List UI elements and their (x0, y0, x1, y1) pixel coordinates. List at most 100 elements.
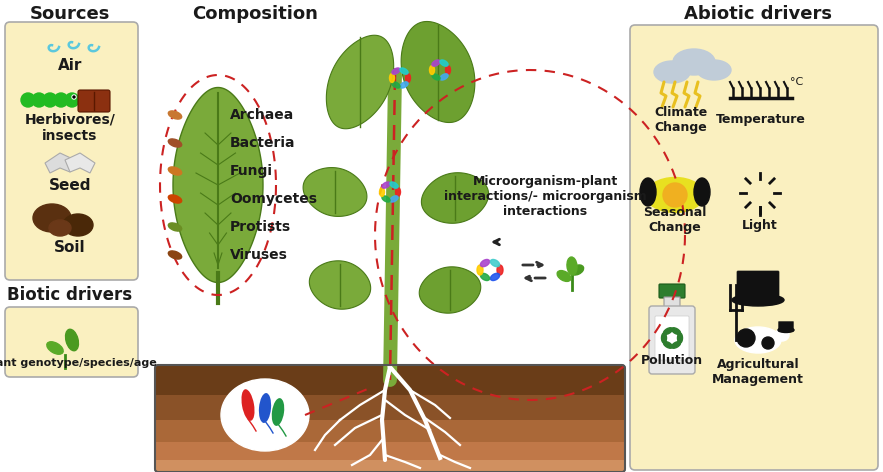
FancyBboxPatch shape (649, 306, 695, 374)
Ellipse shape (392, 68, 400, 74)
Ellipse shape (477, 265, 483, 275)
FancyBboxPatch shape (737, 271, 779, 301)
Text: Soil: Soil (54, 241, 86, 255)
Text: Temperature: Temperature (716, 113, 806, 126)
Polygon shape (309, 261, 371, 309)
Ellipse shape (697, 60, 731, 80)
Ellipse shape (382, 182, 390, 188)
Ellipse shape (570, 265, 584, 275)
Text: Pollution: Pollution (641, 354, 703, 366)
Text: Light: Light (742, 219, 778, 231)
Text: Climate
Change: Climate Change (654, 106, 707, 134)
Ellipse shape (663, 328, 673, 334)
FancyBboxPatch shape (5, 307, 138, 377)
Ellipse shape (400, 68, 408, 74)
Circle shape (663, 183, 687, 207)
FancyBboxPatch shape (779, 321, 794, 331)
Ellipse shape (663, 342, 673, 348)
Ellipse shape (389, 74, 395, 83)
Text: Seasonal
Change: Seasonal Change (644, 206, 706, 234)
Ellipse shape (732, 294, 784, 306)
Ellipse shape (490, 260, 500, 267)
Ellipse shape (221, 379, 309, 451)
Ellipse shape (169, 251, 182, 259)
Text: Herbivores/
insects: Herbivores/ insects (25, 113, 116, 143)
Circle shape (65, 93, 79, 107)
Ellipse shape (677, 333, 683, 343)
Bar (155, 395, 625, 420)
Polygon shape (45, 153, 75, 173)
Circle shape (21, 93, 35, 107)
Text: Air: Air (57, 58, 82, 73)
Ellipse shape (567, 257, 577, 275)
Ellipse shape (762, 337, 774, 349)
Ellipse shape (169, 195, 182, 203)
Ellipse shape (272, 398, 284, 426)
Ellipse shape (490, 273, 500, 280)
Ellipse shape (440, 74, 448, 80)
Ellipse shape (429, 66, 434, 75)
Bar (155, 460, 625, 472)
Text: Biotic drivers: Biotic drivers (7, 286, 132, 304)
Ellipse shape (169, 111, 182, 119)
Polygon shape (327, 35, 394, 129)
Polygon shape (303, 168, 367, 217)
Polygon shape (421, 173, 488, 223)
Bar (155, 420, 625, 442)
Text: Protists: Protists (230, 220, 291, 234)
Polygon shape (173, 87, 263, 283)
Ellipse shape (169, 223, 182, 231)
Text: Seed: Seed (49, 177, 91, 193)
Ellipse shape (432, 60, 440, 66)
Ellipse shape (557, 270, 571, 281)
Circle shape (43, 93, 57, 107)
Ellipse shape (640, 178, 656, 206)
Ellipse shape (661, 333, 667, 343)
Ellipse shape (49, 220, 71, 236)
Ellipse shape (735, 327, 781, 353)
Ellipse shape (380, 187, 384, 196)
Text: Bacteria: Bacteria (230, 136, 296, 150)
Ellipse shape (673, 49, 715, 75)
Ellipse shape (480, 273, 489, 280)
Bar (155, 442, 625, 460)
Ellipse shape (396, 187, 401, 196)
FancyBboxPatch shape (630, 25, 878, 470)
Text: Oomycetes: Oomycetes (230, 192, 317, 206)
FancyBboxPatch shape (664, 297, 680, 309)
Polygon shape (401, 22, 475, 123)
Ellipse shape (497, 265, 503, 275)
Text: Sources: Sources (30, 5, 110, 23)
FancyBboxPatch shape (659, 284, 685, 298)
Circle shape (54, 93, 68, 107)
Ellipse shape (169, 167, 182, 175)
Polygon shape (419, 267, 480, 313)
Ellipse shape (654, 61, 690, 83)
Ellipse shape (775, 329, 789, 341)
Ellipse shape (382, 196, 390, 202)
Ellipse shape (63, 214, 93, 236)
FancyBboxPatch shape (78, 90, 110, 112)
Text: Composition: Composition (192, 5, 318, 23)
Ellipse shape (405, 74, 411, 83)
Text: Viruses: Viruses (230, 248, 288, 262)
Ellipse shape (169, 139, 182, 147)
Ellipse shape (47, 342, 64, 354)
Ellipse shape (241, 389, 254, 421)
Text: Agricultural
Management: Agricultural Management (712, 358, 804, 386)
Ellipse shape (671, 342, 681, 348)
Text: Microorganism-plant
interactions/- microorganism
interactions: Microorganism-plant interactions/- micro… (443, 175, 646, 218)
Ellipse shape (446, 66, 450, 75)
Ellipse shape (671, 328, 681, 334)
Ellipse shape (646, 177, 704, 212)
Polygon shape (65, 153, 95, 173)
Ellipse shape (400, 82, 408, 88)
Circle shape (73, 96, 75, 98)
Ellipse shape (65, 329, 79, 351)
Ellipse shape (390, 182, 398, 188)
Ellipse shape (480, 260, 489, 267)
Ellipse shape (259, 393, 271, 423)
Text: °C: °C (790, 77, 804, 87)
FancyBboxPatch shape (655, 316, 689, 360)
Ellipse shape (33, 204, 71, 232)
